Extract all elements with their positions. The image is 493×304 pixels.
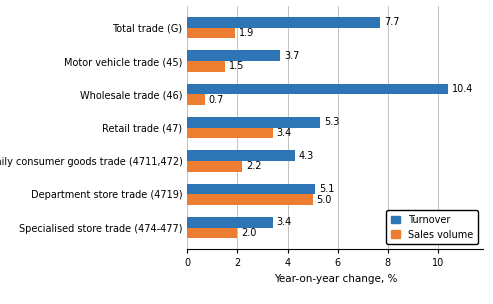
X-axis label: Year-on-year change, %: Year-on-year change, %	[274, 274, 397, 284]
Bar	[187, 150, 295, 161]
Bar	[187, 28, 235, 38]
Text: 2.2: 2.2	[246, 161, 262, 171]
Bar	[187, 17, 381, 28]
Text: 1.9: 1.9	[239, 28, 254, 38]
Text: 1.5: 1.5	[229, 61, 244, 71]
Bar	[187, 217, 273, 228]
Bar	[187, 161, 243, 172]
Bar	[187, 128, 273, 138]
Text: 2.0: 2.0	[241, 228, 257, 238]
Bar	[187, 194, 313, 205]
Bar	[187, 184, 315, 194]
Text: 5.1: 5.1	[319, 184, 334, 194]
Text: 5.3: 5.3	[324, 117, 339, 127]
Text: 3.7: 3.7	[284, 51, 299, 61]
Text: 5.0: 5.0	[317, 195, 332, 205]
Text: 7.7: 7.7	[384, 17, 400, 27]
Legend: Turnover, Sales volume: Turnover, Sales volume	[386, 210, 478, 244]
Text: 4.3: 4.3	[299, 151, 314, 161]
Text: 0.7: 0.7	[209, 95, 224, 105]
Bar	[187, 61, 225, 72]
Text: 10.4: 10.4	[452, 84, 473, 94]
Bar	[187, 94, 205, 105]
Bar	[187, 117, 320, 128]
Bar	[187, 84, 448, 94]
Text: 3.4: 3.4	[277, 128, 291, 138]
Bar	[187, 228, 238, 238]
Text: 3.4: 3.4	[277, 217, 291, 227]
Bar	[187, 50, 280, 61]
